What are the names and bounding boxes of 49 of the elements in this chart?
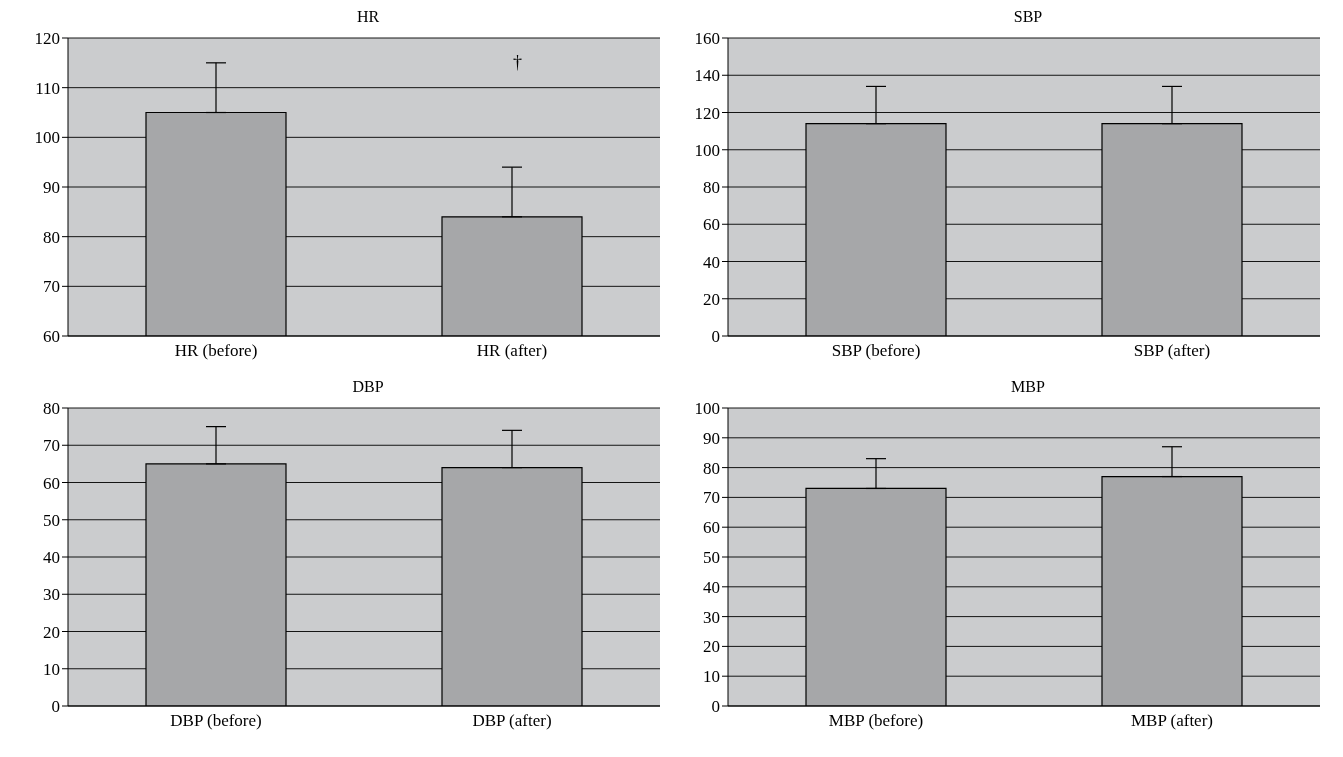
- y-tick-label: 0: [51, 697, 60, 717]
- y-tick-label: 70: [43, 277, 60, 297]
- y-tick-label: 100: [694, 140, 720, 160]
- y-tick-label: 20: [43, 622, 60, 642]
- y-tick-label: 70: [43, 436, 60, 456]
- y-tick-label: 30: [703, 607, 720, 627]
- y-tick-label: 0: [711, 697, 720, 717]
- y-tick-label: 40: [43, 548, 60, 568]
- y-tick-label: 80: [43, 399, 60, 419]
- y-tick-label: 40: [703, 577, 720, 597]
- chart-title: SBP: [1012, 8, 1044, 27]
- x-tick-label: SBP (after): [1133, 341, 1211, 361]
- y-tick-label: 140: [694, 66, 720, 86]
- y-tick-label: 20: [703, 289, 720, 309]
- y-tick-label: 110: [35, 78, 60, 98]
- y-tick-label: 50: [43, 510, 60, 530]
- y-tick-label: 80: [43, 227, 60, 247]
- y-tick-label: 120: [34, 29, 60, 49]
- y-tick-label: 60: [43, 473, 60, 493]
- y-tick-label: 60: [703, 518, 720, 538]
- y-tick-label: 100: [694, 399, 720, 419]
- x-tick-label: MBP (after): [1131, 711, 1213, 731]
- y-tick-label: 90: [703, 428, 720, 448]
- y-tick-label: 60: [43, 327, 60, 347]
- y-tick-label: 90: [43, 178, 60, 198]
- x-tick-label: MBP (before): [828, 711, 924, 731]
- chart-title: DBP: [351, 378, 385, 397]
- y-tick-label: 30: [43, 585, 60, 605]
- y-tick-label: 80: [703, 178, 720, 198]
- y-tick-label: 10: [43, 659, 60, 679]
- y-tick-label: 20: [703, 637, 720, 657]
- y-tick-label: 10: [703, 667, 720, 687]
- y-tick-label: 70: [703, 488, 720, 508]
- x-tick-label: HR (before): [174, 341, 258, 361]
- chart-title: MBP: [1010, 378, 1046, 397]
- annotation: †: [513, 52, 522, 73]
- y-tick-label: 40: [703, 252, 720, 272]
- y-tick-label: 50: [703, 548, 720, 568]
- y-tick-label: 0: [711, 327, 720, 347]
- y-tick-label: 120: [694, 103, 720, 123]
- y-tick-label: 60: [703, 215, 720, 235]
- x-tick-label: HR (after): [476, 341, 548, 361]
- chart-title: HR: [355, 8, 381, 27]
- x-tick-label: DBP (before): [170, 711, 262, 731]
- y-tick-label: 80: [703, 458, 720, 478]
- x-tick-label: SBP (before): [831, 341, 921, 361]
- y-tick-label: 160: [694, 29, 720, 49]
- x-tick-label: DBP (after): [472, 711, 552, 731]
- y-tick-label: 100: [34, 128, 60, 148]
